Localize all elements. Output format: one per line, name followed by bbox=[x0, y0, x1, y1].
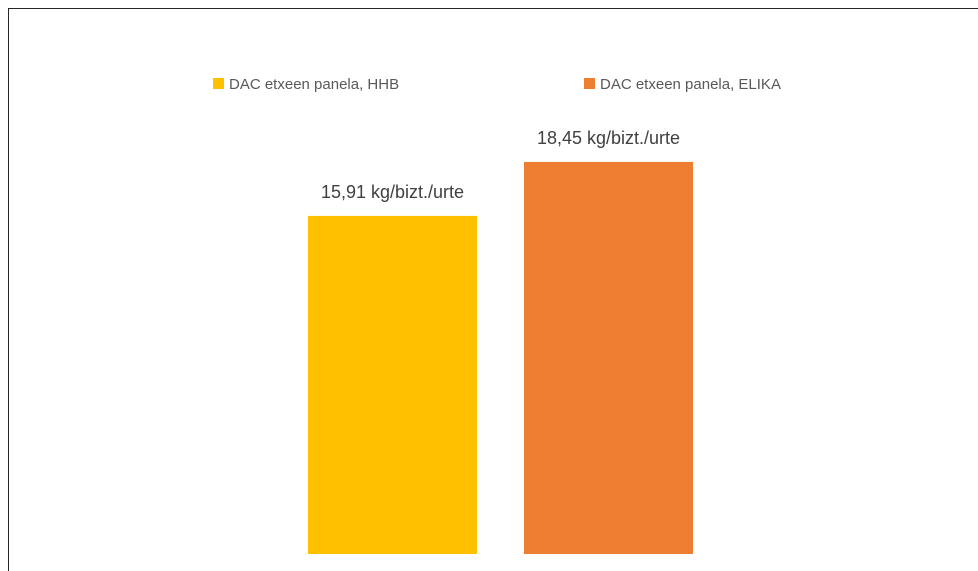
legend-item-elika: DAC etxeen panela, ELIKA bbox=[584, 76, 781, 93]
data-label-hhb: 15,91 kg/bizt./urte bbox=[321, 182, 464, 202]
legend-item-hhb: DAC etxeen panela, HHB bbox=[213, 76, 399, 93]
bar-hhb bbox=[308, 216, 477, 554]
bar-elika bbox=[524, 162, 693, 554]
legend: DAC etxeen panela, HHB DAC etxeen panela… bbox=[213, 76, 781, 93]
legend-label-elika: DAC etxeen panela, ELIKA bbox=[600, 76, 781, 93]
legend-label-hhb: DAC etxeen panela, HHB bbox=[229, 76, 399, 93]
plot-area: 15,91 kg/bizt./urte 18,45 kg/bizt./urte bbox=[308, 128, 693, 554]
data-label-elika: 18,45 kg/bizt./urte bbox=[537, 128, 680, 148]
legend-swatch-elika bbox=[584, 78, 595, 89]
legend-swatch-hhb bbox=[213, 78, 224, 89]
